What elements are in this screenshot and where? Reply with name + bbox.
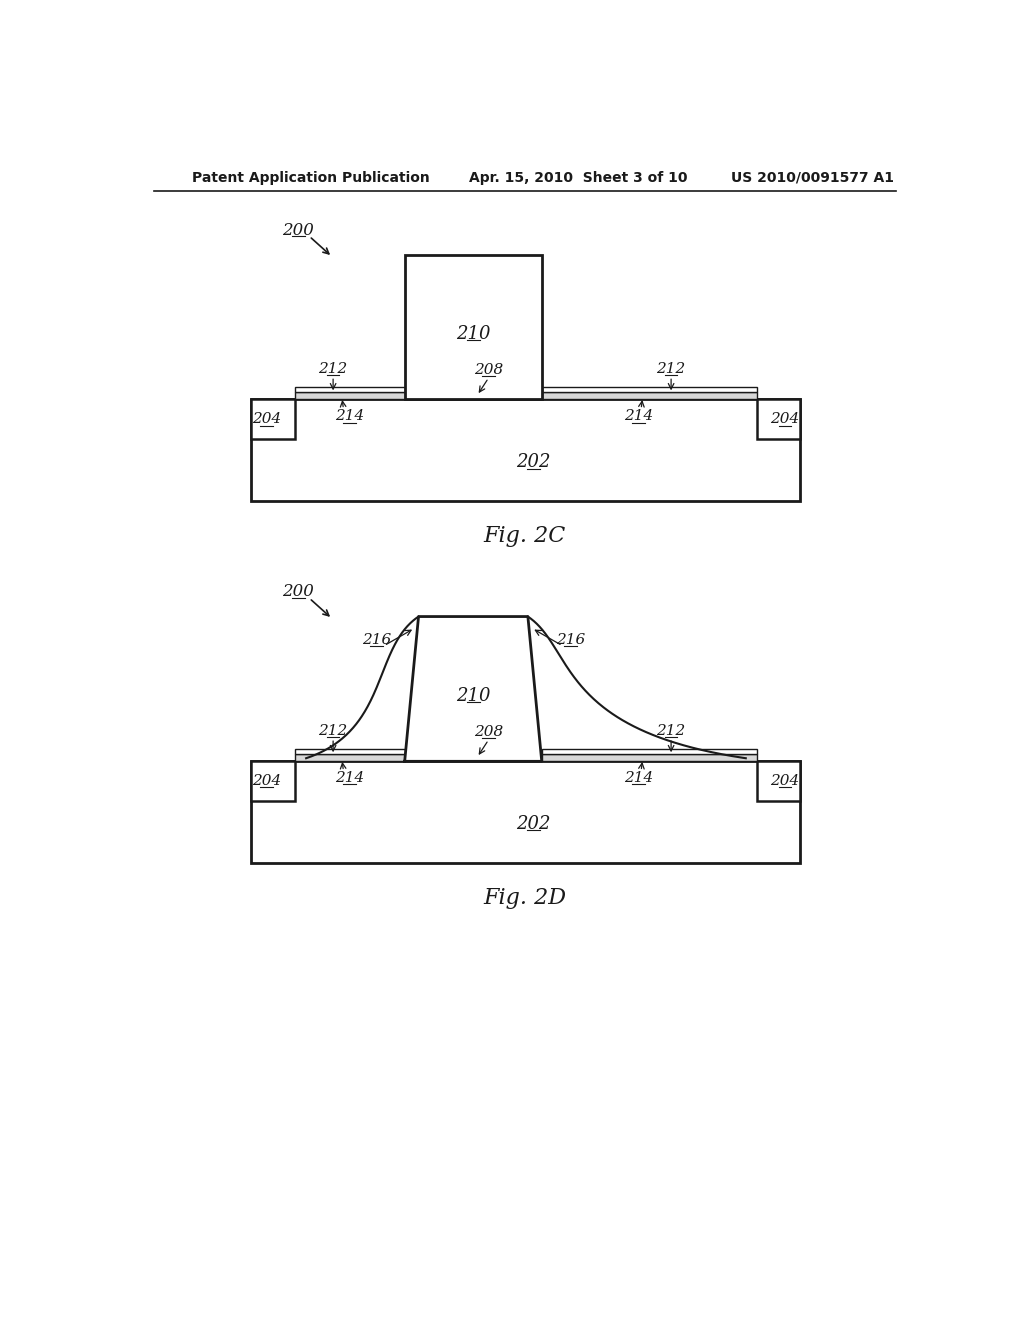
Text: 200: 200 xyxy=(283,583,314,601)
Text: 214: 214 xyxy=(335,409,365,424)
Bar xyxy=(252,400,801,502)
Text: 208: 208 xyxy=(474,363,503,378)
Text: 214: 214 xyxy=(625,409,653,424)
Bar xyxy=(295,392,404,400)
Text: 212: 212 xyxy=(656,723,686,738)
Bar xyxy=(252,762,295,801)
Bar xyxy=(542,754,758,762)
Text: 202: 202 xyxy=(516,816,551,833)
Text: 204: 204 xyxy=(770,412,800,426)
Bar xyxy=(542,748,758,754)
Bar xyxy=(252,400,295,440)
Text: 210: 210 xyxy=(456,325,490,343)
Text: Fig. 2C: Fig. 2C xyxy=(483,525,566,546)
Text: 204: 204 xyxy=(770,775,800,788)
Bar xyxy=(295,748,404,754)
Text: 208: 208 xyxy=(474,725,503,739)
Text: 216: 216 xyxy=(556,632,585,647)
Bar xyxy=(758,762,801,801)
Text: Patent Application Publication: Patent Application Publication xyxy=(193,170,430,185)
Text: 214: 214 xyxy=(335,771,365,785)
Bar xyxy=(404,255,542,400)
Text: 214: 214 xyxy=(625,771,653,785)
Text: 212: 212 xyxy=(656,362,686,376)
Bar xyxy=(295,387,404,392)
Text: 212: 212 xyxy=(318,362,348,376)
Bar xyxy=(252,762,801,863)
Text: 210: 210 xyxy=(456,688,490,705)
Text: 212: 212 xyxy=(318,723,348,738)
Bar xyxy=(542,392,758,400)
Text: Fig. 2D: Fig. 2D xyxy=(483,887,566,908)
Text: Apr. 15, 2010  Sheet 3 of 10: Apr. 15, 2010 Sheet 3 of 10 xyxy=(469,170,688,185)
Text: 204: 204 xyxy=(252,775,282,788)
Polygon shape xyxy=(404,616,542,762)
Bar xyxy=(295,754,404,762)
Text: 202: 202 xyxy=(516,454,551,471)
Text: 204: 204 xyxy=(252,412,282,426)
Text: 200: 200 xyxy=(283,222,314,239)
Text: US 2010/0091577 A1: US 2010/0091577 A1 xyxy=(731,170,894,185)
Bar xyxy=(758,400,801,440)
Bar xyxy=(542,387,758,392)
Text: 216: 216 xyxy=(361,632,391,647)
